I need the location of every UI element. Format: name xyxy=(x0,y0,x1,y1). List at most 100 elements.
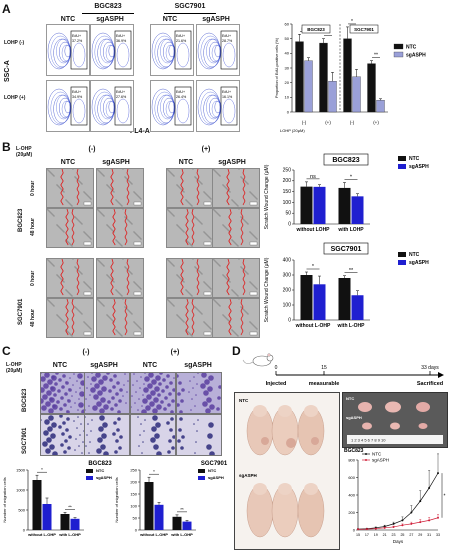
col-header: NTC xyxy=(60,159,76,166)
y-tick-label: 200 xyxy=(283,178,292,184)
y-tick-label: 400 xyxy=(283,257,292,263)
bar xyxy=(60,514,70,530)
x-tick-label: with L-OHP xyxy=(337,323,366,329)
legend-swatch xyxy=(86,469,93,473)
legend-swatch xyxy=(86,476,93,480)
y-tick-label: 300 xyxy=(283,272,292,278)
y-tick-label: 50 xyxy=(133,515,138,520)
x-tick-label: without LOHP xyxy=(295,227,330,233)
x-tick-label: 17 xyxy=(365,533,369,537)
flow-plot: EdU+ 27.6% xyxy=(90,80,134,132)
legend-label: NTC xyxy=(372,452,382,457)
wound-image xyxy=(212,258,260,298)
condition-label: (+) xyxy=(170,349,180,356)
condition-label: (-) xyxy=(82,349,90,356)
legend-swatch xyxy=(398,260,406,265)
legend-label: sgASPH xyxy=(409,260,429,266)
x-axis-label: LOHP (20μM) xyxy=(280,128,305,133)
bar xyxy=(172,516,182,530)
mouse-photo: NTC sgASPH xyxy=(234,392,340,550)
transwell-image xyxy=(84,414,130,456)
y-tick-label: 200 xyxy=(283,287,292,293)
col-header: sgASPH xyxy=(90,362,118,369)
transwell-image xyxy=(40,414,86,456)
bar xyxy=(328,81,337,113)
time-label: 48 hour xyxy=(30,217,36,236)
flow-plot: EdU+ 21.6% xyxy=(150,24,194,76)
legend-swatch xyxy=(393,43,404,50)
panel-label-a: A xyxy=(2,2,11,16)
y-tick-label: 0 xyxy=(288,221,291,227)
photo-label: NTC xyxy=(346,396,354,401)
legend-swatch xyxy=(398,252,406,257)
bar xyxy=(351,196,364,224)
condition-label: (+) xyxy=(201,146,211,153)
cell-line-label: BGC823 xyxy=(22,388,28,412)
timeline-svg: 0 15 33 days Injected measurable Sacrifi… xyxy=(242,353,444,387)
chart-b-bgc-svg: 0 50 100 150 200 250 Scratch Wound Change (μM)… xyxy=(264,153,429,233)
x-tick-label: (+) xyxy=(325,120,331,125)
significance-label: ** xyxy=(374,53,378,59)
time-label: 48 hour xyxy=(30,308,36,327)
col-header: sgASPH xyxy=(102,159,130,166)
y-tick-label: 100 xyxy=(283,302,292,308)
y-tick-label: 200 xyxy=(130,479,137,484)
significance-label: * xyxy=(350,175,353,181)
x-axis-label: Days xyxy=(393,539,404,544)
legend-label: sgASPH xyxy=(208,475,224,480)
y-tick-label: 30 xyxy=(285,65,290,70)
flow-plot: EdU+ 28.7% xyxy=(196,24,240,76)
panel-label-c: C xyxy=(2,344,11,358)
y-tick-label: 0 xyxy=(135,527,138,532)
data-point xyxy=(365,528,368,531)
data-point xyxy=(392,525,395,528)
timeline-label: Sacrificed xyxy=(417,381,443,387)
transwell-image xyxy=(84,372,130,414)
y-axis-label: Proportion of EdU-positive cells (%) xyxy=(275,37,279,98)
y-tick-label: 150 xyxy=(283,189,292,195)
y-tick-label: 400 xyxy=(348,492,355,497)
bar xyxy=(42,504,52,530)
x-tick-label: 25 xyxy=(400,533,404,537)
bar xyxy=(154,504,164,530)
wound-image xyxy=(96,298,144,338)
y-tick-label: 50 xyxy=(285,211,291,217)
wound-image xyxy=(96,168,144,208)
significance-label: * xyxy=(327,31,329,37)
treatment-label: L-OHP (20μM) xyxy=(6,362,23,374)
significance-label: * xyxy=(444,493,446,499)
x-tick-label: 19 xyxy=(374,533,378,537)
data-point xyxy=(410,511,413,514)
y-tick-label: 60 xyxy=(285,21,290,26)
cell-line-label: BGC823 xyxy=(18,208,24,232)
wound-image xyxy=(96,258,144,298)
group-box xyxy=(301,24,331,34)
gate-value: 37.2% xyxy=(72,39,83,43)
wound-image xyxy=(46,258,94,298)
chart-b-bgc823: 0 50 100 150 200 250 Scratch Wound Change (μM)… xyxy=(258,148,448,240)
x-tick-label: 21 xyxy=(383,533,387,537)
chart-a-svg: 0 10 20 30 40 50 60 Proportion of EdU-positive … xyxy=(275,19,426,133)
chart-title: BGC823 xyxy=(332,157,359,164)
bar xyxy=(376,100,385,113)
gate-label: EdU+ xyxy=(72,90,81,94)
flow-plot: EdU+ 26.4% xyxy=(150,80,194,132)
gate-value: 16.1% xyxy=(222,95,233,99)
timeline-tick: 0 xyxy=(275,365,278,371)
chart-title: SGC7901 xyxy=(201,461,228,467)
gate-label: EdU+ xyxy=(116,90,125,94)
group-box xyxy=(349,24,379,34)
transwell-image xyxy=(40,372,86,414)
y-tick-label: 0 xyxy=(23,527,26,532)
flow-plot: EdU+ 34.9% xyxy=(46,80,90,132)
bar xyxy=(343,38,352,113)
flow-plot: EdU+ 36.9% xyxy=(90,24,134,76)
y-tick-label: 1500 xyxy=(16,467,26,472)
bar xyxy=(319,42,328,113)
x-tick-label: with LOHP xyxy=(337,227,364,233)
legend-swatch xyxy=(398,164,406,169)
legend-label: NTC xyxy=(208,468,216,473)
legend-label: NTC xyxy=(409,156,420,162)
legend-label: NTC xyxy=(409,252,420,258)
bar xyxy=(351,295,364,320)
